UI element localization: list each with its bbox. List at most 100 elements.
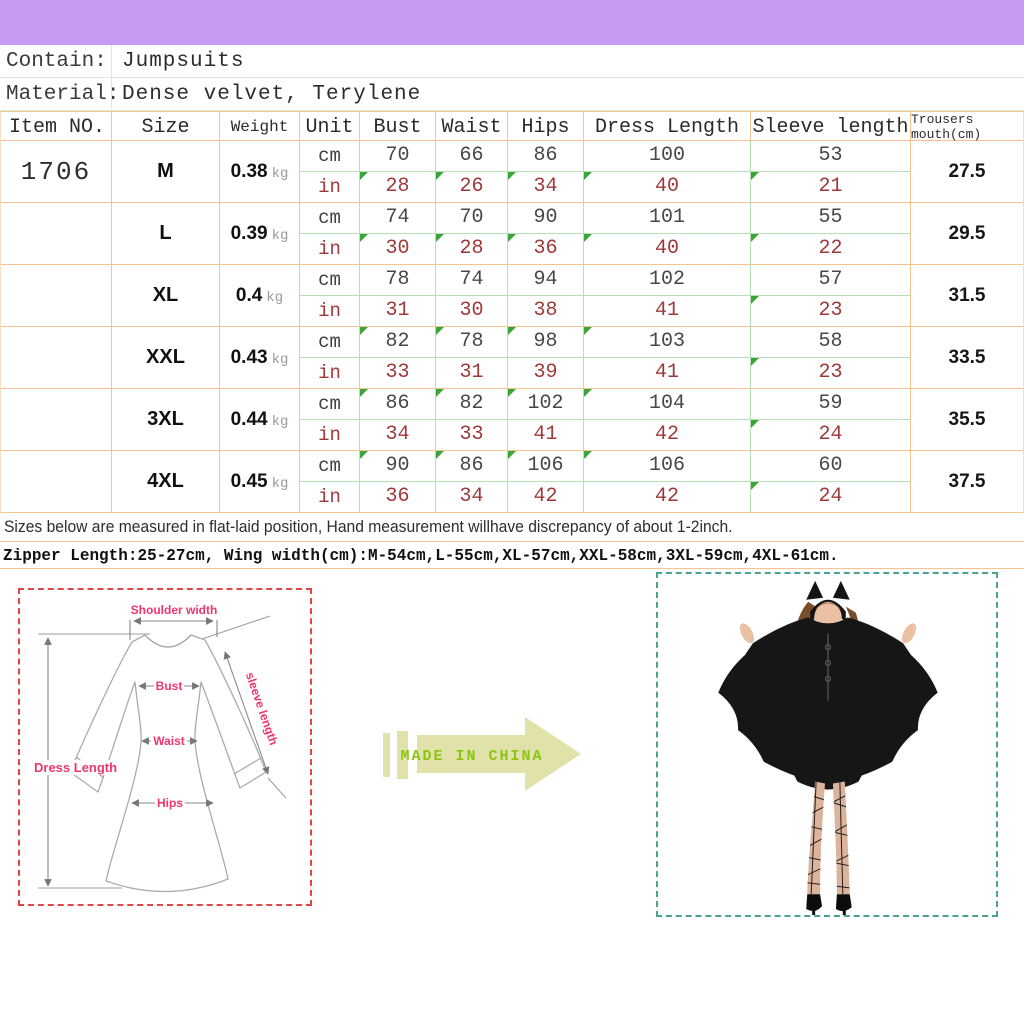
table-row-m: 1706 M 0.38 kg cm 70 66 86 100 53 in 28 2…: [1, 141, 1023, 203]
model-photo-box: [656, 572, 998, 917]
sleeve-in: 22: [751, 233, 911, 264]
diagram-label-dress-length: Dress Length: [34, 760, 117, 775]
diagram-label-waist: Waist: [153, 734, 185, 748]
hips-in: 39: [508, 357, 584, 388]
dress-in: 41: [584, 357, 751, 388]
hips-in: 36: [508, 233, 584, 264]
sleeve-in: 21: [751, 171, 911, 202]
diagram-label-shoulder-width: Shoulder width: [131, 603, 218, 617]
sleeve-in: 24: [751, 419, 911, 450]
hips-cm: 106: [508, 451, 584, 482]
bat-costume-model-photo: [718, 580, 938, 915]
dress-cm: 102: [584, 265, 751, 296]
weight-cell: 0.4 kg: [220, 265, 300, 326]
unit-in-cell: in: [300, 171, 360, 202]
item-no-cell: [1, 451, 112, 512]
hips-cm: 94: [508, 265, 584, 296]
sleeve-cm: 53: [751, 141, 911, 172]
dress-cm: 106: [584, 451, 751, 482]
dress-cm: 100: [584, 141, 751, 172]
made-in-china-badge: MADE IN CHINA: [375, 705, 587, 803]
size-table: Item NO. Size Weight Unit Bust Waist Hip…: [0, 111, 1024, 513]
col-header-waist: Waist: [436, 112, 508, 142]
arrow-right-icon: MADE IN CHINA: [383, 717, 581, 791]
item-no-cell: [1, 265, 112, 326]
sleeve-cm: 58: [751, 327, 911, 358]
waist-in: 28: [436, 233, 508, 264]
hips-cm: 98: [508, 327, 584, 358]
waist-cm: 86: [436, 451, 508, 482]
table-row-4xl: 4XL 0.45 kg cm 90 86 106 106 60 in 36 34 …: [1, 451, 1023, 513]
size-cell: XXL: [112, 327, 220, 388]
trousers-cell: 27.5: [948, 160, 986, 182]
waist-cm: 82: [436, 389, 508, 420]
bust-in: 28: [360, 171, 436, 202]
waist-cm: 74: [436, 265, 508, 296]
col-header-bust: Bust: [360, 112, 436, 142]
waist-in: 31: [436, 357, 508, 388]
trousers-cell: 35.5: [948, 408, 986, 430]
bust-cm: 78: [360, 265, 436, 296]
sleeve-in: 23: [751, 357, 911, 388]
weight-cell: 0.44 kg: [220, 389, 300, 450]
sleeve-cm: 60: [751, 451, 911, 482]
weight-cell: 0.43 kg: [220, 327, 300, 388]
unit-cm-cell: cm: [300, 389, 360, 420]
waist-cm: 78: [436, 327, 508, 358]
waist-in: 26: [436, 171, 508, 202]
bust-cm: 86: [360, 389, 436, 420]
item-no-cell: 1706: [1, 141, 112, 202]
col-header-trousers-mouth: Trousers mouth(cm): [911, 112, 982, 142]
waist-in: 33: [436, 419, 508, 450]
waist-in: 30: [436, 295, 508, 326]
hips-in: 41: [508, 419, 584, 450]
col-header-sleeve-length: Sleeve length: [751, 112, 911, 142]
item-no-cell: [1, 327, 112, 388]
unit-in-cell: in: [300, 233, 360, 264]
waist-in: 34: [436, 481, 508, 512]
diagram-label-bust: Bust: [156, 679, 183, 693]
dress-in: 40: [584, 233, 751, 264]
table-row-xxl: XXL 0.43 kg cm 82 78 98 103 58 in 33 31 3…: [1, 327, 1023, 389]
unit-in-cell: in: [300, 481, 360, 512]
material-row: Material: Dense velvet, Terylene: [0, 78, 1024, 111]
waist-cm: 66: [436, 141, 508, 172]
dress-in: 42: [584, 419, 751, 450]
dress-cm: 104: [584, 389, 751, 420]
bottom-section: Shoulder width Bust Waist Hips Dress Len…: [0, 569, 1024, 1024]
unit-cm-cell: cm: [300, 451, 360, 482]
unit-cm-cell: cm: [300, 141, 360, 172]
size-cell: 4XL: [112, 451, 220, 512]
material-label: Material:: [0, 78, 119, 110]
size-cell: XL: [112, 265, 220, 326]
item-no-cell: [1, 389, 112, 450]
sleeve-cm: 55: [751, 203, 911, 234]
garment-diagram: Shoulder width Bust Waist Hips Dress Len…: [32, 603, 287, 893]
size-cell: M: [112, 141, 220, 202]
diagram-label-hips: Hips: [157, 796, 183, 810]
hips-cm: 90: [508, 203, 584, 234]
unit-cm-cell: cm: [300, 265, 360, 296]
bust-cm: 70: [360, 141, 436, 172]
dress-in: 40: [584, 171, 751, 202]
item-no-cell: [1, 203, 112, 264]
bust-in: 36: [360, 481, 436, 512]
weight-cell: 0.38 kg: [220, 141, 300, 202]
trousers-cell: 31.5: [948, 284, 986, 306]
col-header-unit: Unit: [300, 112, 360, 142]
trousers-cell: 37.5: [948, 470, 986, 492]
trousers-cell: 29.5: [948, 222, 986, 244]
purple-banner: [0, 0, 1024, 45]
table-row-l: L 0.39 kg cm 74 70 90 101 55 in 30 28 36 …: [1, 203, 1023, 265]
contain-row: Contain: Jumpsuits: [0, 45, 1024, 78]
made-in-china-label: MADE IN CHINA: [400, 748, 543, 765]
dress-cm: 101: [584, 203, 751, 234]
hips-in: 38: [508, 295, 584, 326]
contain-label: Contain:: [0, 45, 112, 77]
hips-in: 42: [508, 481, 584, 512]
bust-in: 34: [360, 419, 436, 450]
bust-in: 30: [360, 233, 436, 264]
sleeve-cm: 57: [751, 265, 911, 296]
unit-cm-cell: cm: [300, 203, 360, 234]
